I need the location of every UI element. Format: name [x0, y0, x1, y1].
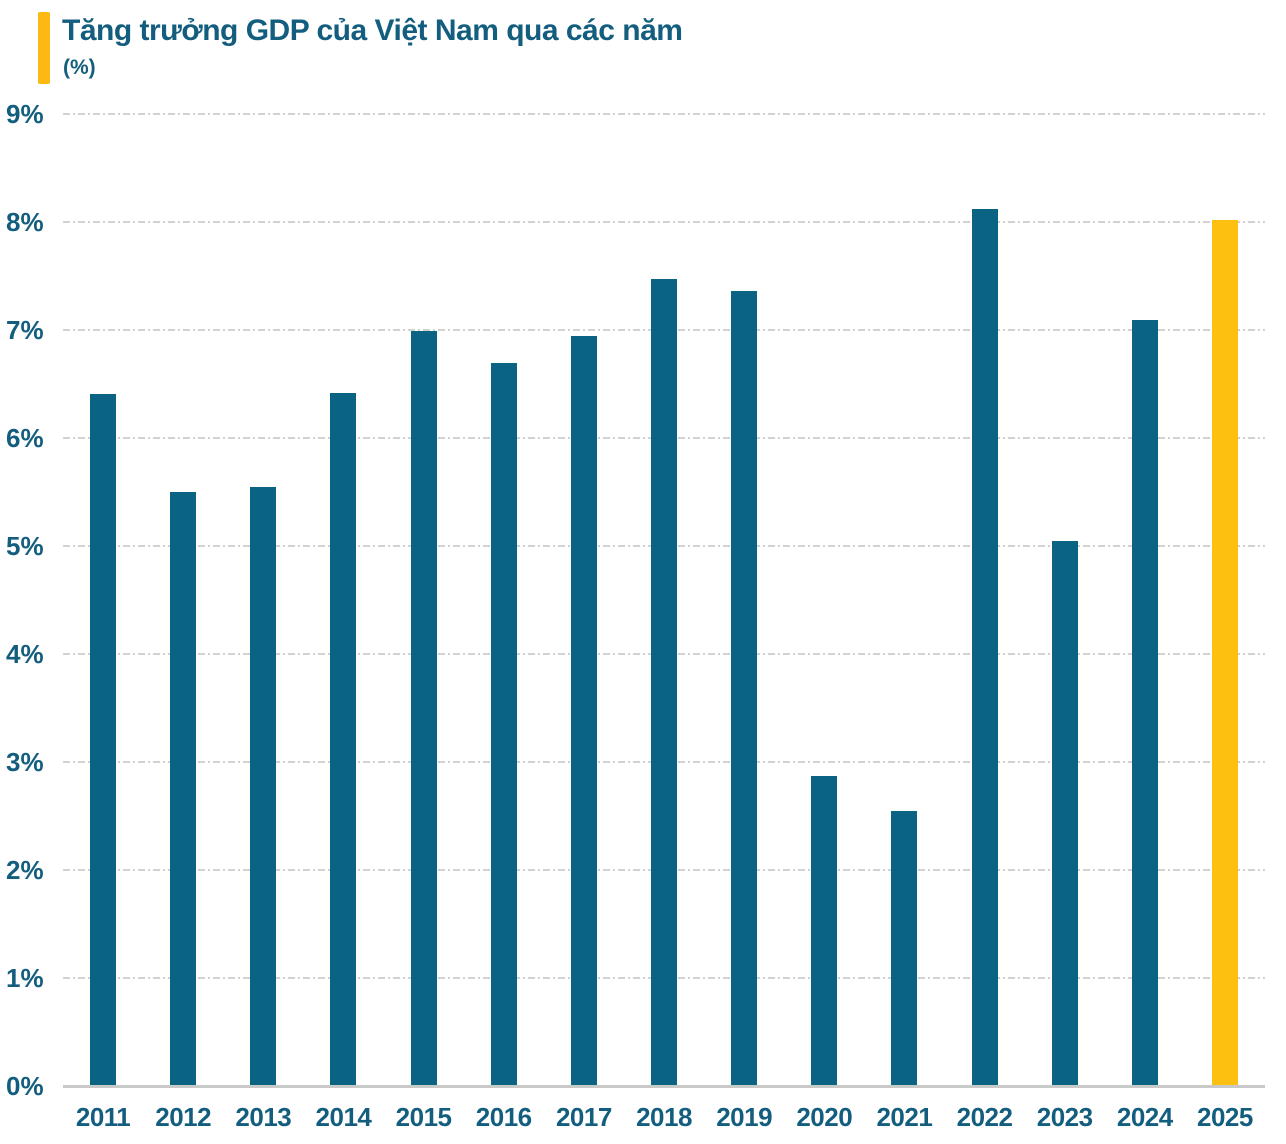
y-tick-label-6pct: 6% [6, 423, 44, 453]
y-tick-label-7pct: 7% [6, 315, 44, 345]
x-tick-label-2025: 2025 [1197, 1102, 1253, 1132]
y-tick-label-4pct: 4% [6, 639, 44, 669]
x-tick-label-2023: 2023 [1036, 1102, 1093, 1132]
bar-2011 [90, 393, 117, 1085]
y-tick-label-0pct: 0% [6, 1071, 44, 1101]
y-tick-label-8pct: 8% [6, 207, 44, 237]
bar-2023 [1051, 540, 1078, 1085]
y-tick-label-2pct: 2% [6, 855, 44, 885]
bar-2012 [170, 492, 197, 1085]
bar-2013 [250, 486, 277, 1085]
x-tick-label-2011: 2011 [75, 1102, 131, 1132]
x-tick-label-2021: 2021 [876, 1102, 933, 1132]
bar-2021 [891, 810, 918, 1085]
x-tick-label-2019: 2019 [716, 1102, 773, 1132]
bar-2014 [330, 392, 357, 1085]
x-tick-label-2014: 2014 [315, 1102, 372, 1132]
bar-2020 [811, 776, 838, 1085]
bar-2016 [490, 363, 517, 1085]
bar-2022 [971, 209, 998, 1085]
bar-2018 [651, 279, 677, 1085]
x-tick-label-2013: 2013 [235, 1102, 292, 1132]
gridline-9pct [63, 113, 1265, 115]
title-accent-bar [38, 12, 50, 84]
x-tick-label-2022: 2022 [956, 1102, 1013, 1132]
x-tick-label-2018: 2018 [636, 1102, 692, 1132]
x-tick-label-2024: 2024 [1116, 1102, 1173, 1132]
gridline-8pct [63, 221, 1265, 223]
bar-2019 [731, 291, 758, 1085]
chart-subtitle: (%) [63, 56, 96, 79]
bar-2017 [570, 336, 597, 1085]
x-tick-label-2017: 2017 [555, 1102, 612, 1132]
bar-2024 [1131, 320, 1158, 1085]
chart-title: Tăng trưởng GDP của Việt Nam qua các năm [62, 14, 683, 47]
y-tick-label-3pct: 3% [6, 747, 44, 777]
y-tick-label-5pct: 5% [6, 531, 44, 561]
y-tick-label-1pct: 1% [6, 963, 44, 993]
x-tick-label-2016: 2016 [475, 1102, 532, 1132]
bar-2025 [1211, 219, 1238, 1085]
bar-2015 [410, 331, 437, 1085]
x-tick-label-2012: 2012 [155, 1102, 212, 1132]
x-tick-label-2020: 2020 [796, 1102, 853, 1132]
x-axis-line [63, 1085, 1265, 1088]
x-tick-label-2015: 2015 [395, 1102, 452, 1132]
y-tick-label-9pct: 9% [6, 99, 44, 129]
